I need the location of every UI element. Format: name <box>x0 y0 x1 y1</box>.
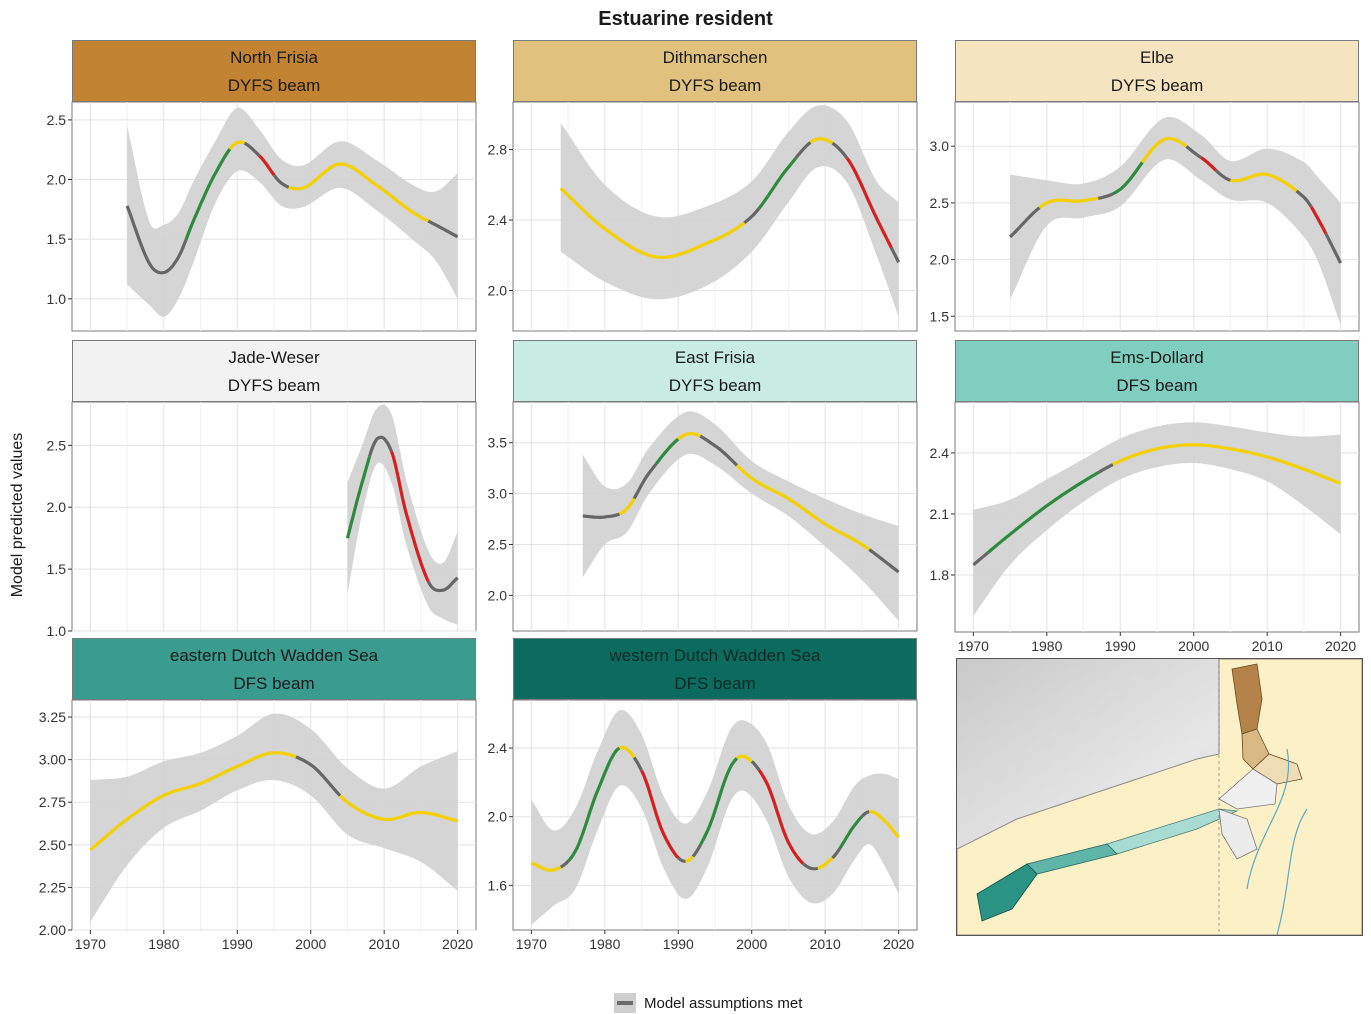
y-tick-label: 2.5 <box>930 195 950 211</box>
y-tick-label: 2.5 <box>47 437 67 453</box>
y-tick-label: 3.25 <box>39 709 66 725</box>
panel-plot: 1.82.12.41970 1980 1990 2000 2010 2020 <box>955 340 1359 660</box>
panel-ems-dollard: Ems-Dollard DFS beam 1.8 2.1 2.4 1970 1980 1990… <box>955 340 1359 660</box>
panel-plot: 2.0 2.5 3.0 3.5 <box>513 340 917 633</box>
figure-title: Estuarine resident <box>0 8 1371 31</box>
y-tick-label: 2.4 <box>488 740 508 756</box>
panel-western-dutch-wadden-sea: western Dutch Wadden Sea DFS beam 1.6 2.0 2.… <box>513 638 917 958</box>
y-tick-label: 1.5 <box>47 231 67 247</box>
legend-key-met <box>614 993 636 1013</box>
panel-dithmarschen: Dithmarschen DYFS beam 2.0 2.4 2.8 <box>513 40 917 333</box>
y-tick-label: 2.0 <box>488 282 508 298</box>
y-axis-title: Model predicted values <box>9 433 27 598</box>
panel-plot: 2.02.42.8 <box>513 40 917 333</box>
legend-label: Model assumptions met <box>644 995 802 1012</box>
panel-elbe: Elbe DYFS beam 1.5 2.0 2.5 3.0 <box>955 40 1359 333</box>
legend: Model assumptions met <box>614 993 802 1013</box>
y-tick-label: 2.5 <box>47 112 67 128</box>
y-tick-label: 3.0 <box>488 486 508 502</box>
x-tick-label: 1970 <box>75 936 106 952</box>
x-tick-label: 2010 <box>369 936 400 952</box>
x-tick-label: 1990 <box>663 936 694 952</box>
panel-plot: 1.52.02.53.0 <box>955 40 1359 333</box>
study-area-map <box>956 658 1363 936</box>
y-tick-label: 2.4 <box>488 212 508 228</box>
x-tick-label: 2020 <box>442 936 473 952</box>
y-tick-label: 2.8 <box>488 142 508 158</box>
y-tick-label: 2.0 <box>47 172 67 188</box>
x-tick-label: 2000 <box>736 936 767 952</box>
y-tick-label: 2.0 <box>488 809 508 825</box>
y-tick-label: 1.8 <box>930 567 950 583</box>
y-tick-label: 1.0 <box>47 623 67 639</box>
panel-jade-weser: Jade-Weser DYFS beam 1.0 1.5 2.0 2.5 <box>72 340 476 633</box>
y-tick-label: 1.5 <box>47 561 67 577</box>
y-tick-label: 2.0 <box>930 252 950 268</box>
x-tick-label: 1980 <box>1031 638 1062 654</box>
y-tick-label: 2.5 <box>488 536 508 552</box>
y-tick-label: 2.75 <box>39 794 66 810</box>
map-graphic <box>957 659 1362 935</box>
y-tick-label: 2.00 <box>39 922 66 938</box>
panel-east-frisia: East Frisia DYFS beam 2.0 2.5 3.0 3.5 <box>513 340 917 633</box>
panel-plot: 1.62.02.41970 1980 1990 2000 2010 2020 <box>513 638 917 958</box>
x-tick-label: 1980 <box>589 936 620 952</box>
x-tick-label: 2000 <box>295 936 326 952</box>
y-tick-label: 2.50 <box>39 837 66 853</box>
y-tick-label: 2.4 <box>930 445 950 461</box>
x-tick-label: 1990 <box>1105 638 1136 654</box>
y-tick-label: 1.6 <box>488 877 508 893</box>
y-tick-label: 1.5 <box>930 308 950 324</box>
x-tick-label: 2020 <box>883 936 914 952</box>
y-tick-label: 2.0 <box>488 587 508 603</box>
x-tick-label: 2010 <box>810 936 841 952</box>
panel-plot: 2.00 2.25 2.50 2.75 3.00 3.25 1970 1980 1990 2000… <box>72 638 476 958</box>
panel-eastern-dutch-wadden-sea: eastern Dutch Wadden Sea DFS beam 2.00 2.25… <box>72 638 476 958</box>
panel-north-frisia: North Frisia DYFS beam 1.0 1.5 2.0 2.5 <box>72 40 476 333</box>
x-tick-label: 2010 <box>1252 638 1283 654</box>
y-tick-label: 2.0 <box>47 499 67 515</box>
x-tick-label: 1990 <box>222 936 253 952</box>
y-tick-label: 1.0 <box>47 291 67 307</box>
y-tick-label: 3.5 <box>488 435 508 451</box>
x-tick-label: 2020 <box>1325 638 1356 654</box>
y-tick-label: 2.1 <box>930 506 950 522</box>
y-tick-label: 3.0 <box>930 138 950 154</box>
x-tick-label: 1970 <box>958 638 989 654</box>
x-tick-label: 2000 <box>1178 638 1209 654</box>
panel-plot: 1.0 1.5 2.0 2.5 <box>72 40 476 333</box>
x-tick-label: 1970 <box>516 936 547 952</box>
y-tick-label: 3.00 <box>39 752 66 768</box>
x-tick-label: 1980 <box>148 936 179 952</box>
panel-plot: 1.0 1.5 2.0 2.5 <box>72 340 476 633</box>
y-tick-label: 2.25 <box>39 879 66 895</box>
